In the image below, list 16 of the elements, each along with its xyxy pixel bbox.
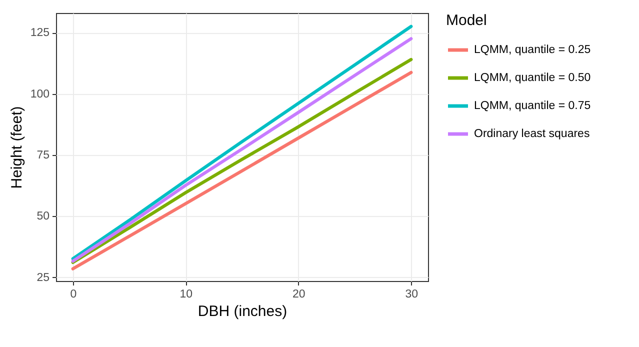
y-tick-label: 100 [30, 88, 50, 100]
y-tick-label: 50 [36, 210, 50, 223]
x-tick-label: 20 [292, 288, 306, 300]
y-tick-label: 25 [36, 272, 50, 284]
y-tick-label: 125 [30, 27, 50, 40]
legend-title: Model [446, 12, 487, 29]
legend-label: LQMM, quantile = 0.50 [474, 72, 591, 84]
x-tick-label: 30 [405, 288, 418, 300]
x-tick-label: 0 [70, 288, 77, 300]
legend-label: Ordinary least squares [474, 128, 590, 140]
x-tick-label: 10 [180, 288, 193, 300]
y-axis-title: Height (feet) [8, 106, 26, 189]
x-axis-title: DBH (inches) [198, 303, 288, 320]
legend-label: LQMM, quantile = 0.25 [474, 44, 591, 56]
legend-label: LQMM, quantile = 0.75 [474, 100, 591, 112]
y-tick-label: 75 [36, 149, 50, 162]
